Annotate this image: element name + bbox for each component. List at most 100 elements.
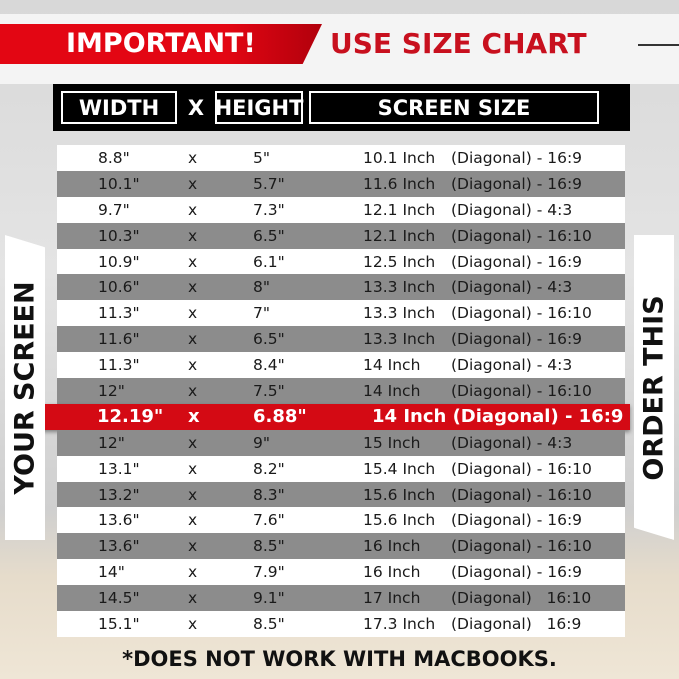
height-cell: 7.6"	[253, 511, 285, 530]
diagonal-cell: (Diagonal) - 16:10	[451, 485, 592, 504]
width-cell: 11.3"	[98, 304, 140, 323]
size-cell: 11.6 Inch	[363, 174, 436, 193]
diagonal-cell: (Diagonal) - 16:10	[451, 304, 592, 323]
table-row: 13.1" x 8.2" 15.4 Inch (Diagonal) - 16:10	[57, 455, 625, 482]
your-screen-label: YOUR SCREEN	[9, 280, 41, 495]
size-cell: 14 Inch	[363, 356, 421, 375]
height-cell: 8.5"	[253, 537, 285, 556]
table-row: 10.6" x 8" 13.3 Inch (Diagonal) - 4:3	[57, 274, 625, 301]
size-cell: 15.6 Inch	[363, 485, 436, 504]
x-cell: x	[188, 174, 198, 193]
width-cell: 12"	[98, 381, 125, 400]
table-row: 12" x 9" 15 Inch (Diagonal) - 4:3	[57, 429, 625, 456]
width-cell: 10.3"	[98, 226, 140, 245]
size-cell: 12.1 Inch	[363, 200, 436, 219]
height-cell: 6.5"	[253, 226, 285, 245]
size-cell: 12.1 Inch	[363, 226, 436, 245]
diagonal-cell: (Diagonal) - 16:10	[451, 226, 592, 245]
important-tag: IMPORTANT!	[0, 24, 322, 64]
size-cell: 13.3 Inch	[363, 330, 436, 349]
x-cell: x	[188, 200, 198, 219]
width-cell: 13.6"	[98, 537, 140, 556]
width-cell: 11.3"	[98, 356, 140, 375]
size-cell: 13.3 Inch	[363, 278, 436, 297]
diagonal-cell: (Diagonal) 16:9	[451, 614, 582, 633]
size-cell: 12.5 Inch	[363, 252, 436, 271]
width-cell: 12"	[98, 433, 125, 452]
table-row: 11.3" x 7" 13.3 Inch (Diagonal) - 16:10	[57, 300, 625, 327]
height-cell: 8.3"	[253, 485, 285, 504]
width-cell: 9.7"	[98, 200, 130, 219]
x-cell: x	[188, 148, 198, 167]
header-width: WIDTH	[61, 91, 177, 124]
width-cell: 10.6"	[98, 278, 140, 297]
width-cell: 12.19"	[97, 406, 164, 428]
x-cell: x	[188, 485, 198, 504]
table-row: 15.1" x 8.5" 17.3 Inch (Diagonal) 16:9	[57, 611, 625, 637]
height-cell: 8.2"	[253, 459, 285, 478]
size-cell: 10.1 Inch	[363, 148, 436, 167]
height-cell: 5.7"	[253, 174, 285, 193]
height-cell: 8"	[253, 278, 270, 297]
diagonal-cell: (Diagonal) - 4:3	[451, 356, 573, 375]
diagonal-cell: (Diagonal) - 16:9	[451, 174, 583, 193]
order-this-label: ORDER THIS	[638, 294, 670, 481]
table-row: 11.6" x 6.5" 13.3 Inch (Diagonal) - 16:9	[57, 326, 625, 353]
diagonal-cell: (Diagonal) - 4:3	[451, 278, 573, 297]
table-row: 11.3" x 8.4" 14 Inch (Diagonal) - 4:3	[57, 352, 625, 379]
size-cell: 15 Inch	[363, 433, 421, 452]
width-cell: 14"	[98, 563, 125, 582]
your-screen-banner: YOUR SCREEN	[5, 235, 45, 540]
height-cell: 7.9"	[253, 563, 285, 582]
height-cell: 7.3"	[253, 200, 285, 219]
height-cell: 9"	[253, 433, 270, 452]
width-cell: 11.6"	[98, 330, 140, 349]
height-cell: 6.88"	[253, 406, 307, 428]
size-cell: 17 Inch	[363, 589, 421, 608]
width-cell: 15.1"	[98, 614, 140, 633]
height-cell: 7"	[253, 304, 270, 323]
height-cell: 8.4"	[253, 356, 285, 375]
width-cell: 13.1"	[98, 459, 140, 478]
width-cell: 10.1"	[98, 174, 140, 193]
x-cell: x	[188, 589, 198, 608]
x-cell: x	[188, 614, 198, 633]
size-cell: 17.3 Inch	[363, 614, 436, 633]
table-row: 14.5" x 9.1" 17 Inch (Diagonal) 16:10	[57, 585, 625, 612]
diagonal-cell: (Diagonal) - 16:10	[451, 459, 592, 478]
height-cell: 6.5"	[253, 330, 285, 349]
width-cell: 13.6"	[98, 511, 140, 530]
size-cell: 15.4 Inch	[363, 459, 436, 478]
diagonal-cell: (Diagonal) - 4:3	[451, 200, 573, 219]
diagonal-cell: (Diagonal) - 16:9	[451, 252, 583, 271]
width-cell: 13.2"	[98, 485, 140, 504]
x-cell: x	[188, 511, 198, 530]
diagonal-cell: (Diagonal) - 16:9	[451, 330, 583, 349]
diagonal-cell: (Diagonal) - 4:3	[451, 433, 573, 452]
x-cell: x	[188, 252, 198, 271]
table-row: 10.1" x 5.7" 11.6 Inch (Diagonal) - 16:9	[57, 170, 625, 197]
header-x: X	[187, 95, 205, 120]
table-row: 12" x 7.5" 14 Inch (Diagonal) - 16:10	[57, 378, 625, 404]
order-this-banner: ORDER THIS	[634, 235, 674, 540]
table-row: 13.6" x 8.5" 16 Inch (Diagonal) - 16:10	[57, 533, 625, 560]
width-cell: 14.5"	[98, 589, 140, 608]
highlighted-row: 12.19" x 6.88" 14 Inch (Diagonal) - 16:9	[40, 403, 630, 430]
header-height: HEIGHT	[215, 91, 303, 124]
table-row: 9.7" x 7.3" 12.1 Inch (Diagonal) - 4:3	[57, 196, 625, 223]
diagonal-cell: (Diagonal) - 16:10	[451, 537, 592, 556]
diagonal-cell: (Diagonal) - 16:9	[451, 148, 583, 167]
size-cell: 15.6 Inch	[363, 511, 436, 530]
diagonal-cell: (Diagonal) - 16:10	[451, 381, 592, 400]
diagonal-cell: (Diagonal) - 16:9	[451, 563, 583, 582]
width-cell: 10.9"	[98, 252, 140, 271]
height-cell: 7.5"	[253, 381, 285, 400]
height-cell: 6.1"	[253, 252, 285, 271]
header-screen-size: SCREEN SIZE	[309, 91, 599, 124]
diagonal-cell: (Diagonal) 16:10	[451, 589, 592, 608]
table-row: 10.9" x 6.1" 12.5 Inch (Diagonal) - 16:9	[57, 248, 625, 275]
table-header: WIDTH X HEIGHT SCREEN SIZE	[53, 84, 630, 131]
size-table: 8.8" x 5" 10.1 Inch (Diagonal) - 16:9 10.1" x 5…	[40, 145, 630, 637]
x-cell: x	[188, 459, 198, 478]
table-row: 14" x 7.9" 16 Inch (Diagonal) - 16:9	[57, 559, 625, 586]
